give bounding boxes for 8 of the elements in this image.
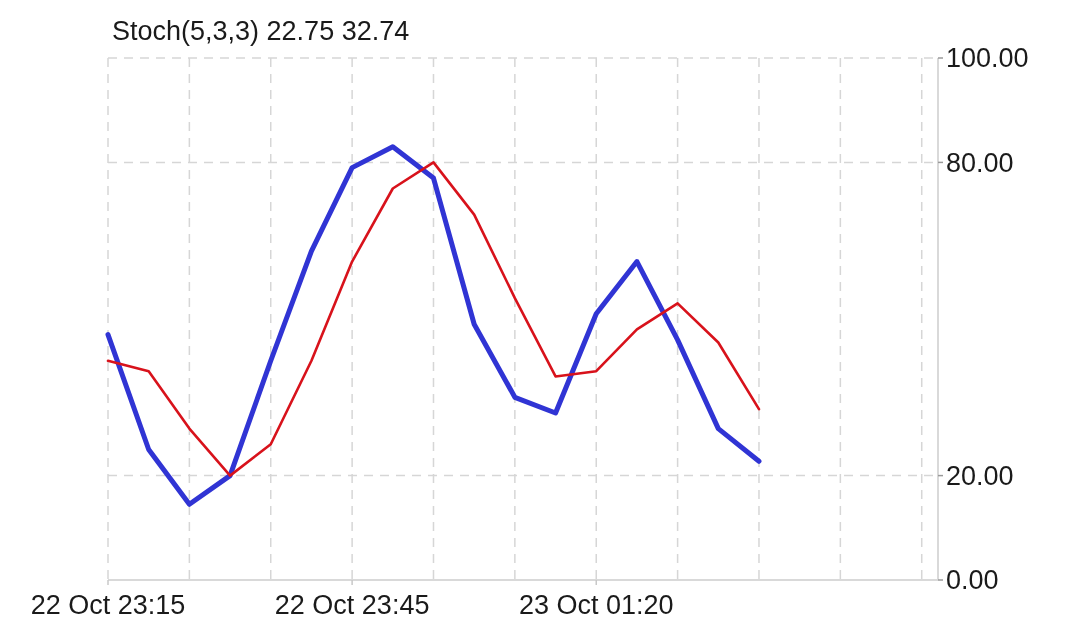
x-tick-label: 22 Oct 23:45 — [274, 590, 430, 620]
y-tick-label: 20.00 — [946, 461, 1014, 492]
x-tick-label: 22 Oct 23:15 — [30, 590, 186, 620]
x-tick-label: 23 Oct 01:20 — [518, 590, 674, 620]
y-tick-label: 80.00 — [946, 147, 1014, 178]
chart-title: Stoch(5,3,3) 22.75 32.74 — [112, 16, 410, 46]
y-tick-label: 0.00 — [946, 565, 999, 596]
y-tick-label: 100.00 — [946, 43, 1029, 74]
